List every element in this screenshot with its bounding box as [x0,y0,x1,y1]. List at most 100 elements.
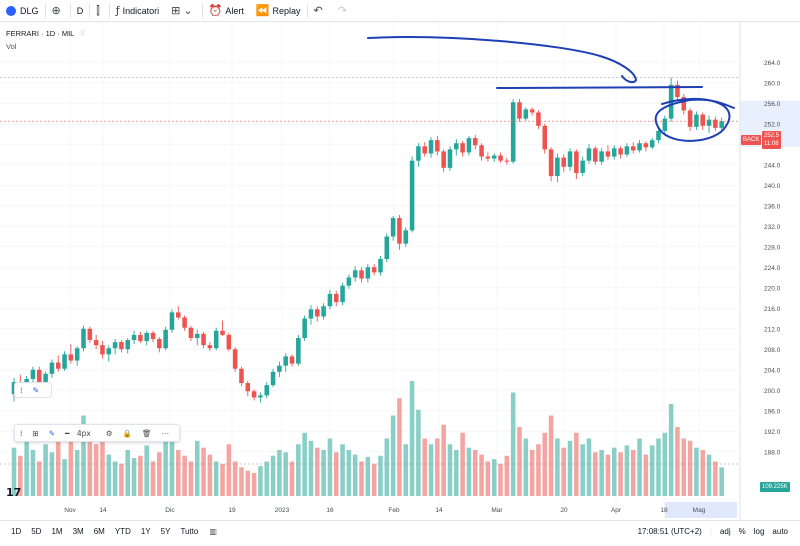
volume-bar [611,447,617,496]
candle-body [194,333,200,338]
volume-bar [378,455,383,496]
template-icon[interactable]: ⊞ [32,428,39,438]
volume-bar [555,438,560,496]
auto-toggle[interactable]: auto [772,527,788,536]
range-button[interactable]: 5Y [160,527,171,536]
volume-bar [719,467,724,496]
time-axis-tick-label: Nov [64,507,76,514]
price-axis-tick-label: 192.0 [764,429,781,436]
chart-type-button[interactable]: ⫿ [90,0,109,22]
drag-handle-icon[interactable]: ⁞ [20,428,23,438]
drawing-toolbar-collapsed[interactable]: ⁞ ✎ [14,382,52,398]
log-toggle[interactable]: log [753,527,765,536]
candle-body [555,157,560,177]
tradingview-logo-icon[interactable]: 17 [6,486,22,499]
price-axis-tick-label: 228.0 [764,244,781,251]
range-button[interactable]: 1Y [140,527,151,536]
range-button[interactable]: 5D [31,527,42,536]
volume-bar [131,458,137,496]
calendar-range-icon[interactable]: ▥ [209,527,217,536]
settings-icon[interactable]: ⚙ [105,428,113,438]
price-axis[interactable]: 264.0260.0256.0252.0248.0244.0240.0236.0… [739,22,781,520]
time-axis-tick-label: 14 [435,507,443,514]
candle-body [131,334,137,341]
candle-body [207,345,213,349]
candles-icon: ⫿ [96,3,100,17]
volume-tag: 109.225K [760,482,790,492]
candle-body [390,218,396,237]
candle-body [466,138,472,153]
volume-bar [333,452,339,496]
time-axis-tick-label: Mar [491,507,503,514]
range-button[interactable]: YTD [114,527,131,536]
more-icon[interactable]: ⋯ [161,428,169,438]
lock-icon[interactable]: 🔒 [122,428,132,438]
candle-body [643,143,649,148]
range-buttons: 1D 5D 1M 3M 6M YTD 1Y 5Y Tutto [0,527,203,536]
range-button[interactable]: 1D [11,527,22,536]
candle-body [384,236,390,260]
alert-button[interactable]: ⏰ Alert [203,0,250,22]
adj-toggle[interactable]: adj [719,527,731,536]
percent-toggle[interactable]: % [738,527,746,536]
candle-body [283,356,288,366]
alert-label: Alert [225,5,244,16]
price-axis-tick-label: 264.0 [764,60,781,67]
arrow-stroke [367,36,638,84]
volume-bar [74,450,80,496]
candle-body [416,146,421,161]
price-chart[interactable]: 264.0260.0256.0252.0248.0244.0240.0236.0… [0,22,800,520]
indicators-button[interactable]: ƒ Indicatori [110,0,165,22]
candle-body [662,118,668,131]
time-axis-tick-label: 19 [228,507,236,514]
volume-bar [681,438,687,496]
time-axis-tick-label: Dic [165,507,175,514]
collapse-arrows-icon[interactable]: ⁝⁝ [80,29,85,38]
symbol-search[interactable]: DLG [0,0,45,22]
volume-bar [536,444,541,496]
chart-title: FERRARI · 1D · MIL [6,29,75,38]
candle-body [409,160,415,231]
volume-bar [491,459,497,496]
volume-bar [517,427,522,496]
plus-circle-icon: ⊕ [51,4,61,17]
candle-body [529,109,535,113]
candle-body [422,146,427,154]
pen-color-icon[interactable]: ✎ [48,428,55,438]
range-button[interactable]: 3M [72,527,84,536]
replay-button[interactable]: ⏪ Replay [250,0,307,22]
volume-bar [567,440,573,496]
clock[interactable]: 17:08:51 (UTC+2) [637,527,702,536]
pencil-icon[interactable]: ✎ [32,385,40,395]
volume-tag-value: 109.225K [762,484,788,490]
candle-body [289,356,295,364]
compare-button[interactable]: ⊕ [46,0,70,22]
candle-body [340,285,345,303]
candle-body [713,119,718,128]
templates-button[interactable]: ⊞ ⌄ [165,0,201,22]
volume-bar [542,432,548,496]
candle-body [296,337,301,364]
horizontal-line [496,86,703,89]
redo-button[interactable]: ↷ [332,0,356,22]
candle-body [675,84,680,98]
volume-bar [479,454,484,496]
price-axis-tick-label: 204.0 [764,367,781,374]
toolbar-divider [306,3,308,18]
candle-body [36,369,42,387]
trash-icon[interactable]: 🗑 [141,428,152,438]
drag-handle-icon[interactable]: ⁞ [20,385,23,395]
volume-bar [409,381,415,496]
line-width-button[interactable]: ━ 4px [60,429,101,438]
price-axis-tick-label: 244.0 [764,162,781,169]
volume-bar [264,461,270,496]
undo-button[interactable]: ↶ [308,0,332,22]
range-button[interactable]: 6M [93,527,105,536]
candle-body [93,340,99,346]
time-axis[interactable]: Nov 14 Dic 19 2023 16 Feb 14 Mar 20 Apr 18 Mag [64,507,705,514]
range-button[interactable]: Tutto [180,527,199,536]
range-button[interactable]: 1M [51,527,63,536]
candle-body [277,365,282,372]
candle-body [245,383,251,392]
interval-button[interactable]: D [71,0,90,22]
